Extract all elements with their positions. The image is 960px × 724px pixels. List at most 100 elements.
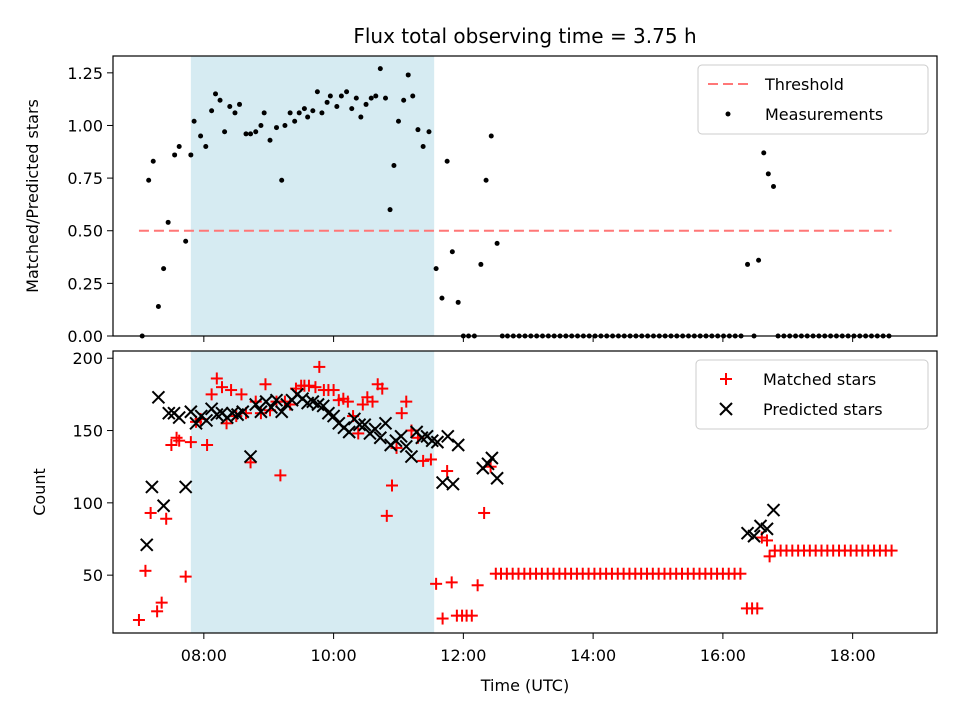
y-tick-label: 200	[72, 349, 103, 368]
matched-star-point	[763, 550, 776, 563]
y-tick-label: 0.50	[67, 222, 103, 241]
measurement-point	[198, 133, 204, 139]
chart-title: Flux total observing time = 3.75 h	[353, 24, 696, 48]
matched-star-point	[376, 382, 389, 395]
measurement-point	[314, 89, 320, 95]
x-tick-label: 08:00	[181, 646, 227, 665]
matched-star-point	[400, 395, 413, 408]
predicted-star-point	[490, 471, 504, 485]
matched-star-point	[259, 378, 272, 391]
measurement-point	[349, 106, 355, 112]
measurement-point	[410, 93, 416, 99]
measurement-point	[267, 137, 273, 143]
threshold-legend-label: Threshold	[764, 75, 844, 94]
matched-star-point	[465, 609, 478, 622]
predicted-star-point	[747, 529, 761, 543]
matched-star-point	[309, 381, 322, 394]
predicted-star-point	[236, 405, 250, 419]
predicted-stars-legend-swatch	[719, 402, 733, 416]
predicted-star-point	[156, 499, 171, 513]
matched-star-point	[380, 509, 393, 522]
measurement-point	[449, 249, 455, 255]
matched-star-point	[302, 379, 315, 392]
measurement-point	[387, 207, 393, 213]
matched-stars-legend-label: Matched stars	[763, 370, 876, 389]
observing-span	[190, 56, 435, 336]
ratio-panel: 0.00 0.25 0.50 0.75 1.00 1.25 Flux total obse…	[23, 24, 938, 346]
measurement-point	[243, 131, 249, 137]
matched-star-point	[274, 469, 287, 482]
matched-star-point	[139, 564, 152, 577]
measurement-point	[287, 110, 293, 116]
matched-star-point	[366, 395, 379, 408]
matched-star-point	[151, 605, 164, 618]
measurement-point	[203, 144, 209, 150]
predicted-star-point	[269, 393, 284, 407]
measurement-point	[455, 299, 461, 305]
predicted-star-point	[441, 429, 455, 444]
measurement-point	[338, 93, 344, 99]
predicted-star-point	[378, 416, 393, 431]
matched-star-point	[235, 388, 248, 401]
measurement-point	[258, 122, 264, 128]
matched-star-point	[385, 479, 398, 492]
measurement-point	[248, 131, 254, 137]
matched-star-point	[165, 439, 178, 451]
measurement-point	[232, 110, 238, 116]
predicted-star-point	[373, 431, 388, 445]
matched-star-point	[356, 398, 369, 411]
matched-star-point	[395, 407, 408, 420]
measurement-point	[395, 118, 401, 124]
measurement-point	[353, 95, 359, 101]
x-tick-label: 14:00	[570, 646, 616, 665]
measurement-point	[253, 129, 259, 135]
predicted-star-point	[326, 409, 341, 423]
matched-star-point	[170, 431, 183, 444]
predicted-star-point	[430, 435, 445, 449]
y-tick-label: 0.25	[67, 274, 103, 293]
count-legend: Matched stars Predicted stars	[695, 359, 929, 430]
measurement-point	[344, 89, 350, 95]
matched-star-point	[471, 579, 484, 592]
measurement-point	[279, 177, 285, 183]
predicted-star-point	[184, 405, 198, 419]
predicted-star-point	[368, 422, 382, 436]
measurement-point	[191, 118, 197, 124]
measurement-point	[172, 152, 178, 158]
measurement-point	[363, 101, 369, 107]
predicted-stars-legend-label: Predicted stars	[763, 400, 883, 419]
predicted-star-point	[243, 449, 258, 464]
ratio-x-ticks	[203, 336, 854, 342]
matched-star-point	[445, 576, 458, 589]
measurement-point	[213, 91, 219, 97]
measurement-point	[165, 219, 171, 225]
measurement-point	[478, 261, 484, 267]
measurement-point	[383, 95, 389, 101]
measurement-point	[227, 104, 233, 110]
matched-star-point	[424, 453, 437, 466]
predicted-star-point	[399, 439, 413, 454]
matched-star-point	[201, 439, 214, 451]
measurement-point	[334, 104, 340, 110]
measurement-point	[373, 93, 379, 99]
measurement-point	[391, 162, 397, 168]
count-legend-box	[695, 359, 929, 430]
measurement-point	[444, 158, 450, 164]
y-tick-label: 1.00	[67, 116, 103, 135]
measurement-point	[368, 95, 374, 101]
predicted-star-point	[274, 405, 289, 419]
predicted-star-point	[199, 413, 214, 428]
matched-star-point	[885, 544, 898, 557]
measurement-point	[420, 144, 426, 150]
measurement-point	[176, 144, 182, 150]
matched-star-point	[144, 506, 157, 519]
measurement-point	[324, 99, 330, 105]
matched-star-point	[225, 384, 238, 397]
matched-stars-legend-swatch	[720, 373, 732, 385]
measurement-point	[217, 97, 223, 103]
measurement-point	[745, 261, 751, 267]
matched-star-point	[751, 602, 764, 615]
matched-star-point	[216, 381, 229, 394]
ratio-y-axis-label: Matched/Predicted stars	[23, 99, 42, 293]
